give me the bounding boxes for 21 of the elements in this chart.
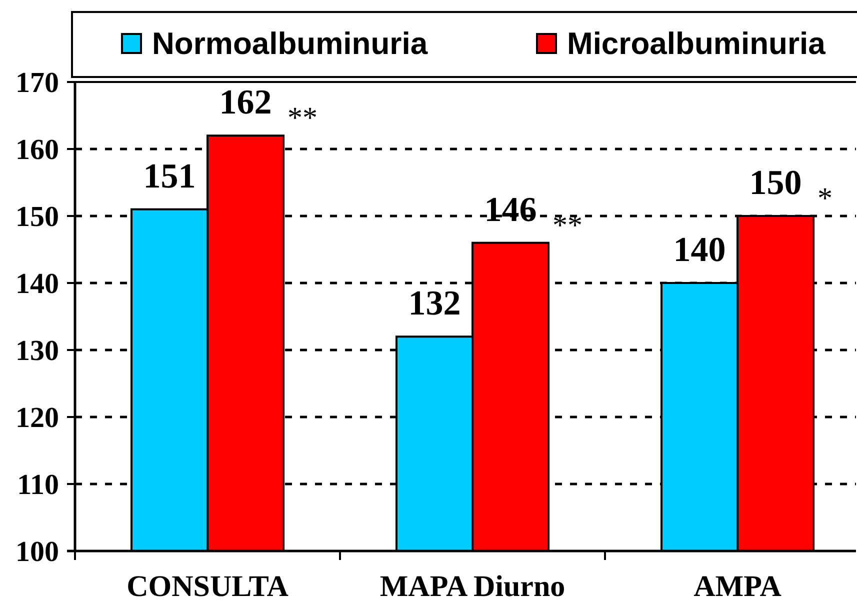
data-label: 132 (408, 284, 461, 323)
annotation: ** (288, 102, 318, 135)
data-label: 150 (749, 163, 802, 202)
data-label: 140 (673, 230, 726, 269)
y-tick-label: 170 (16, 67, 59, 100)
legend-label: Normoalbuminuria (152, 26, 428, 61)
data-label: 146 (484, 190, 537, 229)
y-tick-label: 130 (16, 335, 59, 368)
x-tick-label: CONSULTA (126, 570, 289, 603)
y-tick-label: 120 (16, 402, 59, 434)
data-label: 151 (143, 156, 196, 196)
annotation: * (818, 182, 832, 215)
x-tick-label: MAPA Diurno (380, 570, 566, 603)
legend-label: Microalbuminuria (567, 26, 826, 61)
y-tick-label: 160 (16, 134, 59, 166)
data-label: 162 (219, 82, 272, 122)
y-tick-label: 100 (16, 536, 59, 568)
y-tick-label: 150 (16, 201, 59, 234)
y-tick-label: 140 (16, 268, 59, 300)
y-tick-label: 110 (17, 469, 59, 502)
x-tick-label: AMPA (694, 570, 782, 603)
